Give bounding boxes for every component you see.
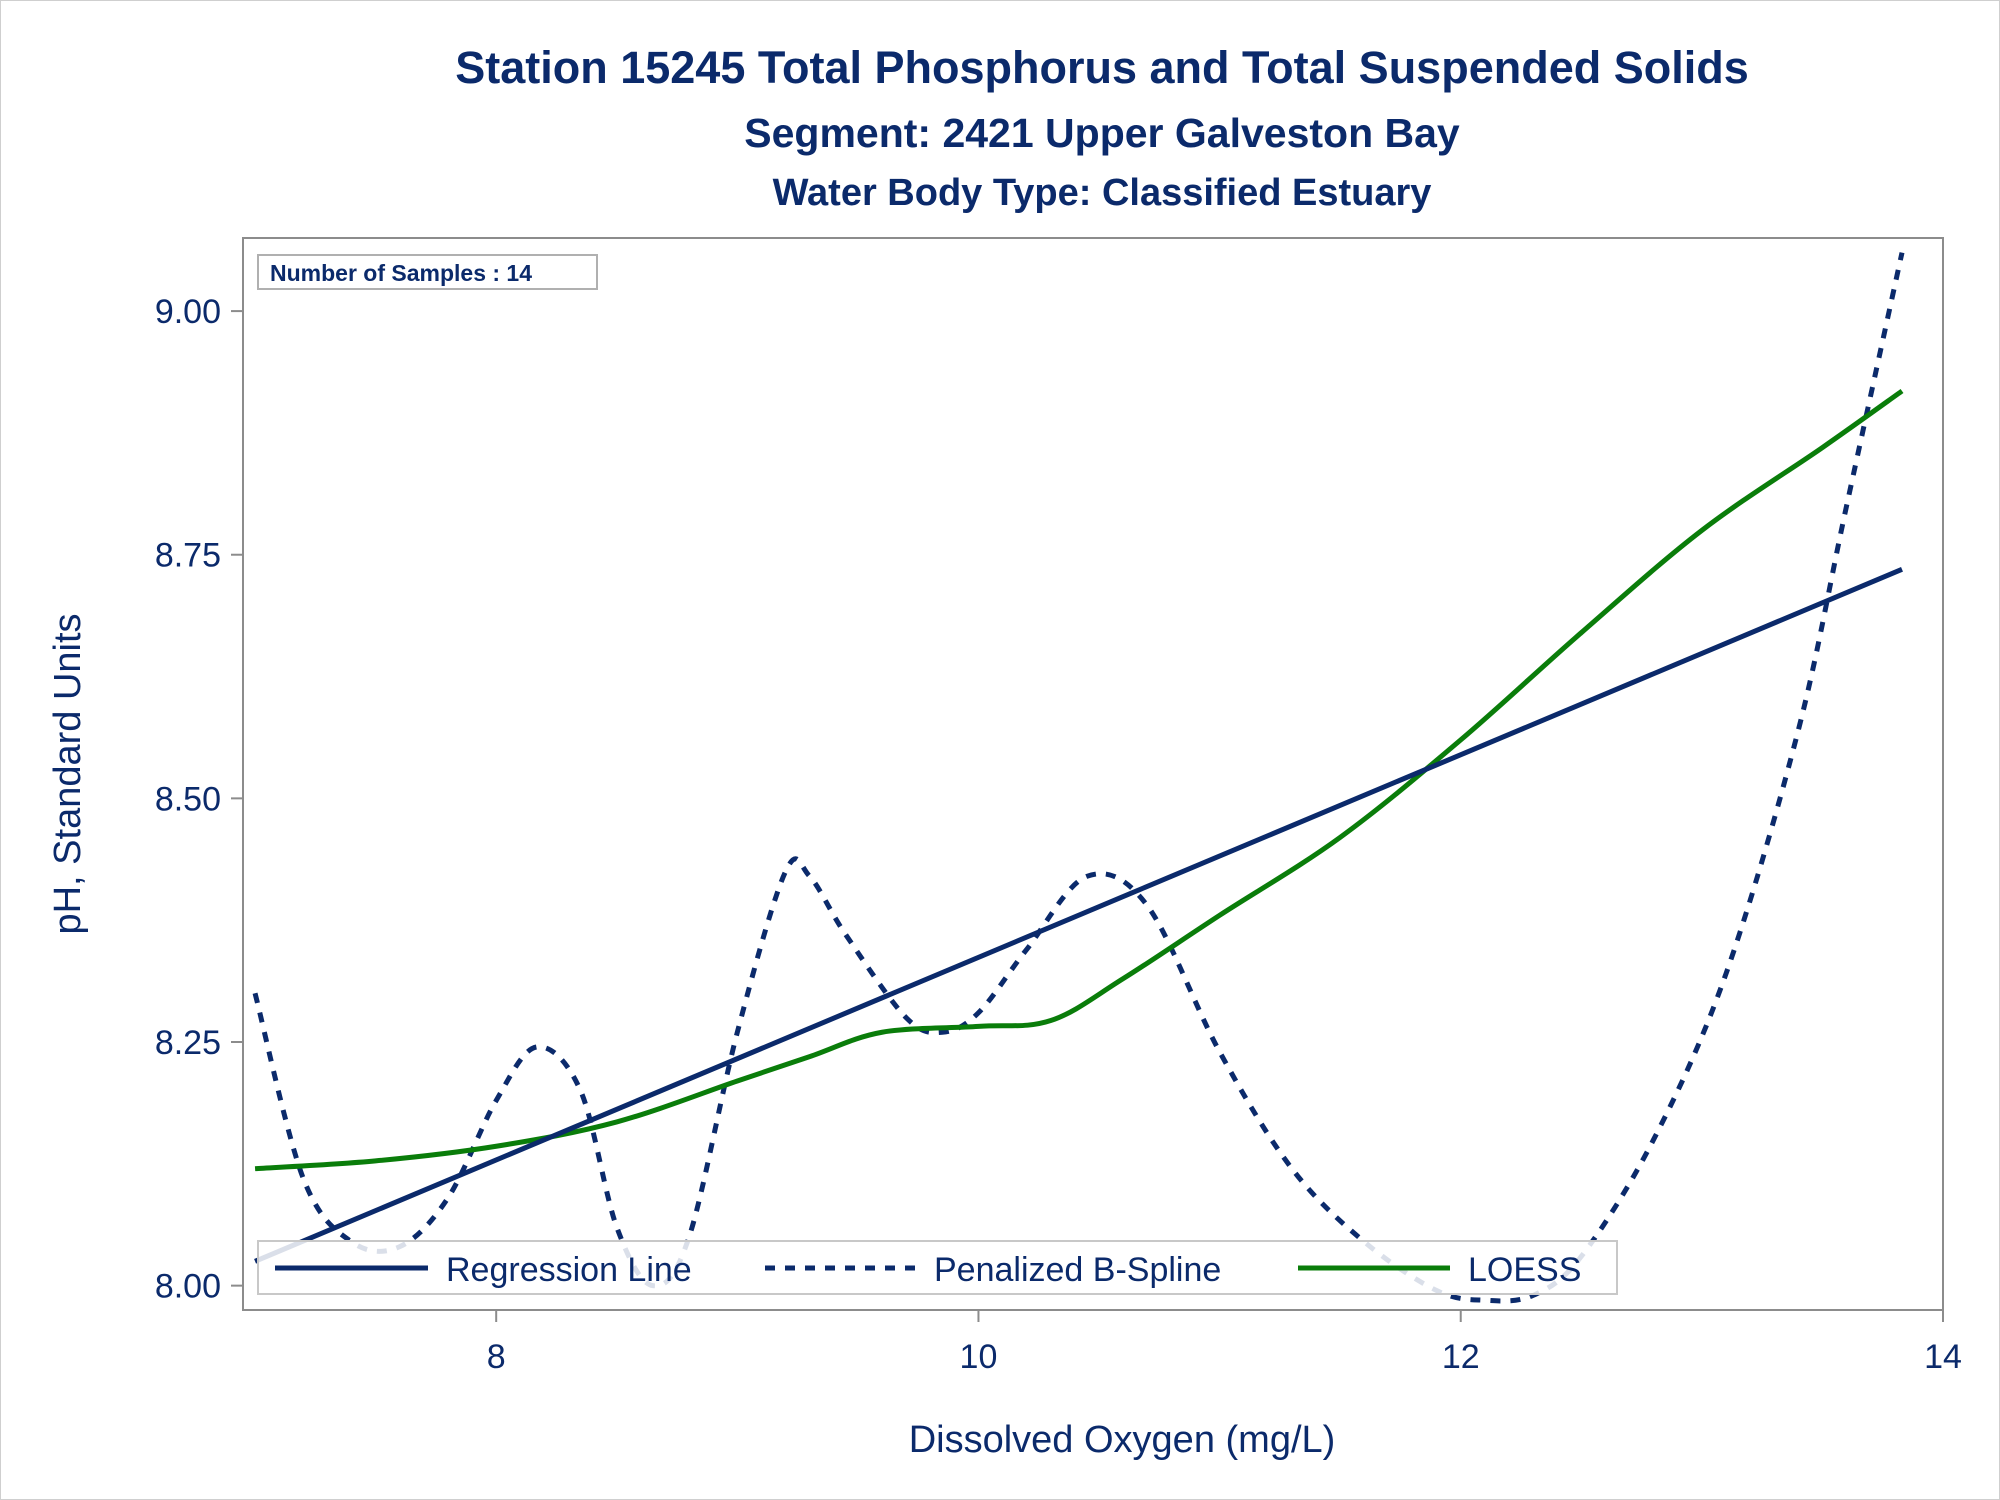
x-tick-label: 10 [960, 1338, 998, 1376]
chart-subtitle-segment: Segment: 2421 Upper Galveston Bay [744, 110, 1460, 156]
chart-subtitle-waterbody: Water Body Type: Classified Estuary [773, 172, 1432, 214]
x-tick-label: 14 [1924, 1338, 1962, 1376]
series-line-loess [254, 388, 1904, 1172]
samples-inset-label: Number of Samples : 14 [270, 260, 532, 286]
y-tick-label: 9.00 [155, 293, 221, 331]
x-tick-label: 8 [487, 1338, 506, 1376]
plot-area [242, 237, 1944, 1311]
samples-inset: Number of Samples : 14 [257, 254, 598, 290]
series-line-regression-line [254, 567, 1903, 1264]
series-line-penalized-b-spline [252, 252, 1905, 1304]
samples-inset-box [257, 254, 598, 290]
legend-label-regression-line: Regression Line [446, 1251, 692, 1289]
x-tick-label: 12 [1442, 1338, 1480, 1376]
legend-label-penalized-b-spline: Penalized B-Spline [934, 1251, 1221, 1289]
series-layer [252, 252, 1905, 1304]
y-tick-label: 8.25 [155, 1024, 221, 1062]
y-tick-label: 8.50 [155, 780, 221, 818]
x-axis-label: Dissolved Oxygen (mg/L) [909, 1419, 1336, 1461]
legend-label-loess: LOESS [1468, 1251, 1581, 1289]
x-axis: 8 10 12 14 [487, 1310, 1962, 1376]
y-axis: 8.00 8.25 8.50 8.75 9.00 [155, 293, 243, 1306]
y-axis-label: pH, Standard Units [47, 613, 89, 934]
y-tick-label: 8.00 [155, 1268, 221, 1306]
chart-title: Station 15245 Total Phosphorus and Total… [455, 42, 1749, 93]
legend: Regression Line Penalized B-Spline LOESS [257, 1240, 1618, 1295]
y-tick-label: 8.75 [155, 537, 221, 575]
